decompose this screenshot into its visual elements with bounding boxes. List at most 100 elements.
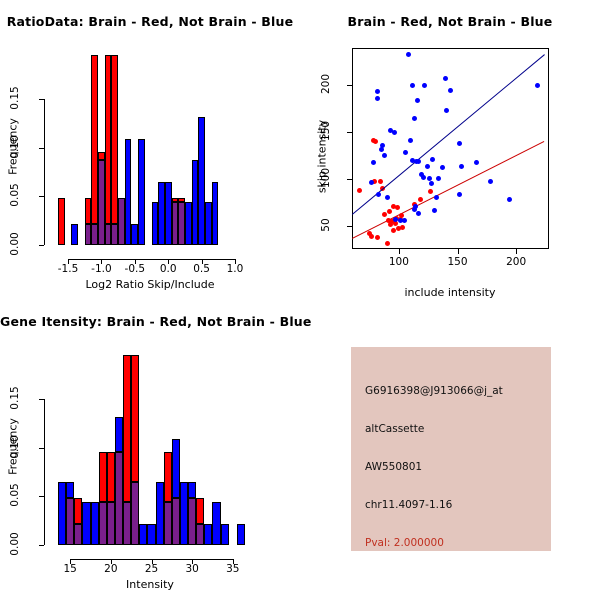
- x-axis-tick-label: 150: [447, 256, 468, 268]
- scatter-point: [458, 164, 464, 170]
- histogram-bar: [106, 452, 115, 503]
- histogram-bar: [163, 502, 172, 545]
- scatter-point: [436, 176, 442, 182]
- scatter-point: [388, 222, 394, 228]
- histogram-bar: [131, 223, 139, 245]
- scatter-point: [411, 201, 417, 207]
- scatter-point: [418, 171, 424, 177]
- scatter-point: [415, 97, 421, 103]
- histogram-bar: [179, 481, 189, 545]
- y-axis-tick-label: 0.00: [9, 232, 21, 256]
- histogram-bar: [158, 181, 165, 245]
- histogram-bar: [66, 498, 75, 545]
- scatter-point: [379, 185, 385, 191]
- y-axis-tick-label: 150: [320, 121, 332, 142]
- scatter-point: [392, 216, 398, 222]
- x-axis-tick: [70, 559, 72, 564]
- scatter-point: [403, 150, 409, 156]
- y-axis-tick-label: 0.00: [9, 532, 21, 556]
- panel-scatter: Brain - Red, Not Brain - Blue skip inten…: [300, 0, 600, 300]
- histogram-bar: [71, 223, 79, 245]
- x-axis-tick: [68, 259, 70, 264]
- y-axis-tick-label: 0.15: [9, 86, 21, 110]
- histogram-bar: [124, 138, 132, 245]
- histogram-bar: [220, 523, 229, 545]
- histogram-bar: [91, 223, 99, 245]
- x-axis-tick-label: 100: [388, 256, 409, 268]
- histogram-bar: [184, 202, 192, 245]
- y-axis-tick-label: 0.05: [9, 483, 21, 507]
- histogram-bar: [111, 223, 119, 245]
- scatter-point: [392, 221, 398, 227]
- info-accession: AW550801: [365, 461, 423, 473]
- scatter-point: [356, 187, 362, 193]
- histogram-bar: [204, 523, 213, 545]
- histogram-bar: [106, 502, 115, 545]
- x-axis-tick: [192, 559, 194, 564]
- scatter-point: [412, 204, 418, 210]
- histogram-bar: [123, 502, 132, 545]
- histogram-bar: [114, 417, 124, 453]
- scatter-point: [444, 108, 450, 114]
- scatter-xlabel: include intensity: [404, 286, 496, 299]
- scatter-point: [369, 180, 375, 186]
- y-axis-tick: [347, 85, 352, 87]
- y-axis-tick: [39, 545, 44, 546]
- y-axis-tick: [39, 496, 44, 498]
- scatter-point: [443, 76, 449, 82]
- scatter-point: [428, 189, 434, 195]
- scatter-point: [411, 115, 417, 121]
- histogram-bar: [139, 523, 148, 545]
- scatter-point: [389, 219, 395, 225]
- y-axis-tick-label: 0.15: [9, 386, 21, 410]
- scatter-point: [377, 179, 383, 185]
- y-axis-tick: [39, 147, 44, 149]
- scatter-point: [405, 52, 411, 58]
- scatter-point: [382, 153, 388, 158]
- histogram-bar: [164, 181, 172, 245]
- histogram-bar: [191, 160, 199, 245]
- x-axis-tick: [101, 259, 103, 264]
- scatter-point: [457, 192, 463, 198]
- histogram-bar: [114, 452, 124, 545]
- x-axis-tick: [234, 259, 236, 264]
- scatter-title: Brain - Red, Not Brain - Blue: [347, 14, 553, 29]
- histogram-bar: [131, 481, 140, 545]
- panel-ratio-histogram: RatioData: Brain - Red, Not Brain - Blue…: [0, 0, 300, 300]
- scatter-point: [388, 127, 394, 133]
- scatter-point: [390, 227, 396, 233]
- histogram-bar: [151, 202, 159, 245]
- histogram-bar: [178, 198, 185, 203]
- scatter-point: [408, 138, 414, 144]
- histogram-bar: [138, 138, 145, 245]
- histogram-bar: [198, 117, 205, 245]
- y-axis-tick-label: 100: [320, 167, 332, 188]
- histogram-bar: [98, 502, 107, 545]
- histogram-bar: [104, 55, 112, 224]
- x-axis-tick: [457, 249, 459, 254]
- histogram-bar: [84, 223, 92, 245]
- panel-gene-histogram: Gene Itensity: Brain - Red, Not Brain - …: [0, 300, 312, 600]
- histogram-bar: [188, 498, 197, 545]
- histogram-bar: [155, 481, 164, 545]
- scatter-point: [457, 140, 463, 146]
- gene-histogram-xlabel: Intensity: [126, 578, 174, 591]
- gene-histogram-title: Gene Itensity: Brain - Red, Not Brain - …: [0, 314, 312, 329]
- x-axis-tick: [201, 259, 203, 264]
- scatter-point: [390, 204, 396, 210]
- histogram-bar: [204, 202, 212, 245]
- histogram-bar: [91, 55, 99, 224]
- x-axis-tick: [168, 259, 170, 264]
- info-probe-id: G6916398@J913066@j_at: [365, 385, 503, 397]
- x-axis-tick-label: -1.5: [57, 263, 79, 275]
- histogram-bar: [82, 502, 91, 545]
- gene-histogram-plot-area: 15 20 25 30 35 0.00 0.05 0.10 0.15: [0, 300, 300, 600]
- scatter-point: [384, 240, 390, 246]
- scatter-point: [416, 158, 422, 164]
- x-axis-tick: [232, 559, 234, 564]
- y-axis-tick: [347, 132, 352, 134]
- histogram-bar: [211, 181, 219, 245]
- scatter-plot-area: 100 150 200 50 100 150 200: [300, 0, 600, 300]
- histogram-bar: [163, 452, 172, 503]
